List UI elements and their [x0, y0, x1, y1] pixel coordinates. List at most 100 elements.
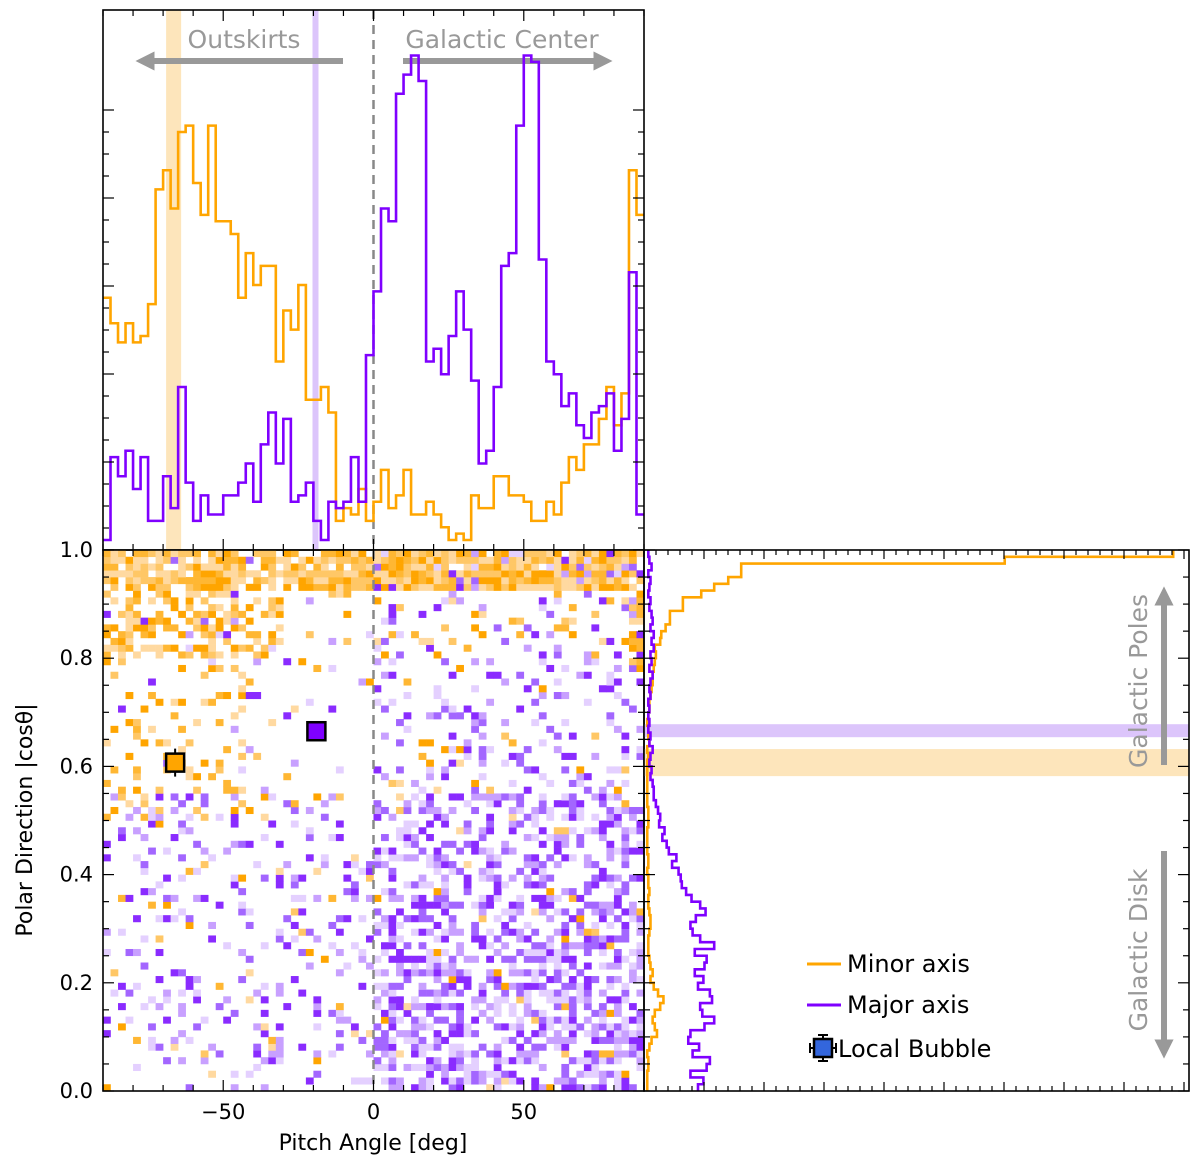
heatmap-cell	[125, 719, 134, 727]
heatmap-cell	[583, 928, 592, 936]
heatmap-cell	[486, 1070, 495, 1078]
direction-arrows-top: Outskirts Galactic Center	[135, 25, 613, 71]
heatmap-cell	[501, 550, 510, 558]
heatmap-cell	[538, 806, 547, 815]
heatmap-cell	[403, 840, 412, 848]
heatmap-cell	[433, 901, 442, 909]
heatmap-cell	[523, 813, 532, 821]
heatmap-cell	[568, 1084, 577, 1091]
heatmap-cell	[230, 597, 239, 605]
heatmap-cell	[583, 854, 592, 862]
heatmap-cell	[140, 1003, 149, 1011]
heatmap-cell	[628, 948, 637, 957]
heatmap-cell	[561, 563, 570, 571]
heatmap-cell	[531, 1077, 540, 1085]
heatmap-cell	[621, 563, 630, 571]
heatmap-cell	[613, 1070, 622, 1078]
heatmap-cell	[591, 658, 600, 666]
heatmap-cell	[193, 583, 201, 591]
heatmap-cell	[538, 1084, 547, 1091]
heatmap-cell	[493, 671, 502, 679]
right-panel-frame	[643, 549, 1190, 1092]
heatmap-cell	[553, 570, 562, 578]
heatmap-cell	[268, 604, 277, 612]
heatmap-cell	[583, 948, 592, 957]
heatmap-cell	[508, 583, 517, 591]
heatmap-cell	[155, 1003, 164, 1011]
heatmap-cell	[140, 563, 149, 571]
heatmap-cell	[230, 725, 239, 733]
heatmap-cell	[591, 1063, 600, 1072]
heatmap-cell	[553, 894, 562, 902]
heatmap-cell	[328, 577, 337, 585]
heatmap-cell	[426, 556, 434, 564]
heatmap-cell	[381, 563, 389, 571]
heatmap-cell	[396, 570, 404, 578]
heatmap-cell	[606, 556, 615, 564]
heatmap-cell	[230, 664, 239, 673]
heatmap-cell	[471, 1057, 479, 1065]
heatmap-cell	[508, 1003, 517, 1011]
heatmap-cell	[200, 617, 209, 625]
heatmap-cell	[133, 1063, 141, 1072]
heatmap-cell	[441, 969, 449, 977]
heatmap-cell	[388, 617, 397, 625]
heatmap-cell	[268, 563, 277, 571]
heatmap-cell	[628, 901, 637, 909]
heatmap-cell	[493, 624, 502, 632]
heatmap-cell	[103, 948, 111, 957]
heatmap-cell	[456, 928, 464, 936]
heatmap-cell	[598, 962, 607, 970]
heatmap-cell	[636, 644, 644, 652]
heatmap-cell	[591, 827, 600, 835]
heatmap-cell	[313, 1057, 322, 1065]
heatmap-cell	[613, 806, 622, 815]
heatmap-cell	[478, 1009, 487, 1017]
heatmap-cell	[118, 928, 126, 936]
heatmap-cell	[193, 610, 201, 618]
heatmap-cell	[516, 793, 525, 801]
heatmap-cell	[238, 901, 247, 909]
heatmap-cell	[411, 840, 419, 848]
heatmap-cell	[388, 854, 397, 862]
heatmap-cell	[546, 948, 555, 957]
heatmap-cell	[200, 861, 209, 869]
heatmap-cell	[365, 867, 374, 875]
heatmap-cell	[208, 1070, 216, 1078]
heatmap-cell	[268, 597, 277, 605]
heatmap-cell	[283, 556, 292, 564]
heatmap-cell	[148, 617, 156, 625]
heatmap-cell	[148, 644, 156, 652]
heatmap-cell	[471, 921, 479, 929]
heatmap-cell	[185, 915, 194, 923]
heatmap-cell	[493, 888, 502, 896]
heatmap-cell	[178, 556, 186, 564]
heatmap-cell	[185, 563, 194, 571]
heatmap-cell	[621, 1070, 630, 1078]
heatmap-cell	[238, 888, 247, 896]
heatmap-cell	[478, 982, 487, 990]
heatmap-cell	[621, 556, 630, 564]
heatmap-cell	[516, 705, 525, 713]
heatmap-cell	[215, 583, 224, 591]
heatmap-cell	[621, 732, 630, 740]
heatmap-cell	[463, 739, 472, 747]
heatmap-cell	[613, 1057, 622, 1065]
top-hist-major-axis-line	[103, 54, 644, 542]
heatmap-cell	[411, 631, 419, 639]
heatmap-cell	[290, 976, 299, 984]
heatmap-cell	[433, 570, 442, 578]
heatmap-cell	[298, 563, 307, 571]
heatmap-cell	[238, 644, 247, 652]
heatmap-cell	[531, 969, 540, 977]
heatmap-cell	[486, 570, 495, 578]
heatmap-cell	[448, 982, 457, 990]
heatmap-cell	[486, 820, 495, 828]
heatmap-cell	[441, 746, 449, 754]
heatmap-cell	[185, 604, 194, 612]
heatmap-cell	[118, 658, 126, 666]
heatmap-cell	[133, 854, 141, 862]
heatmap-cell	[253, 651, 262, 659]
heatmap-cell	[328, 793, 337, 801]
heatmap-cell	[568, 1009, 577, 1017]
